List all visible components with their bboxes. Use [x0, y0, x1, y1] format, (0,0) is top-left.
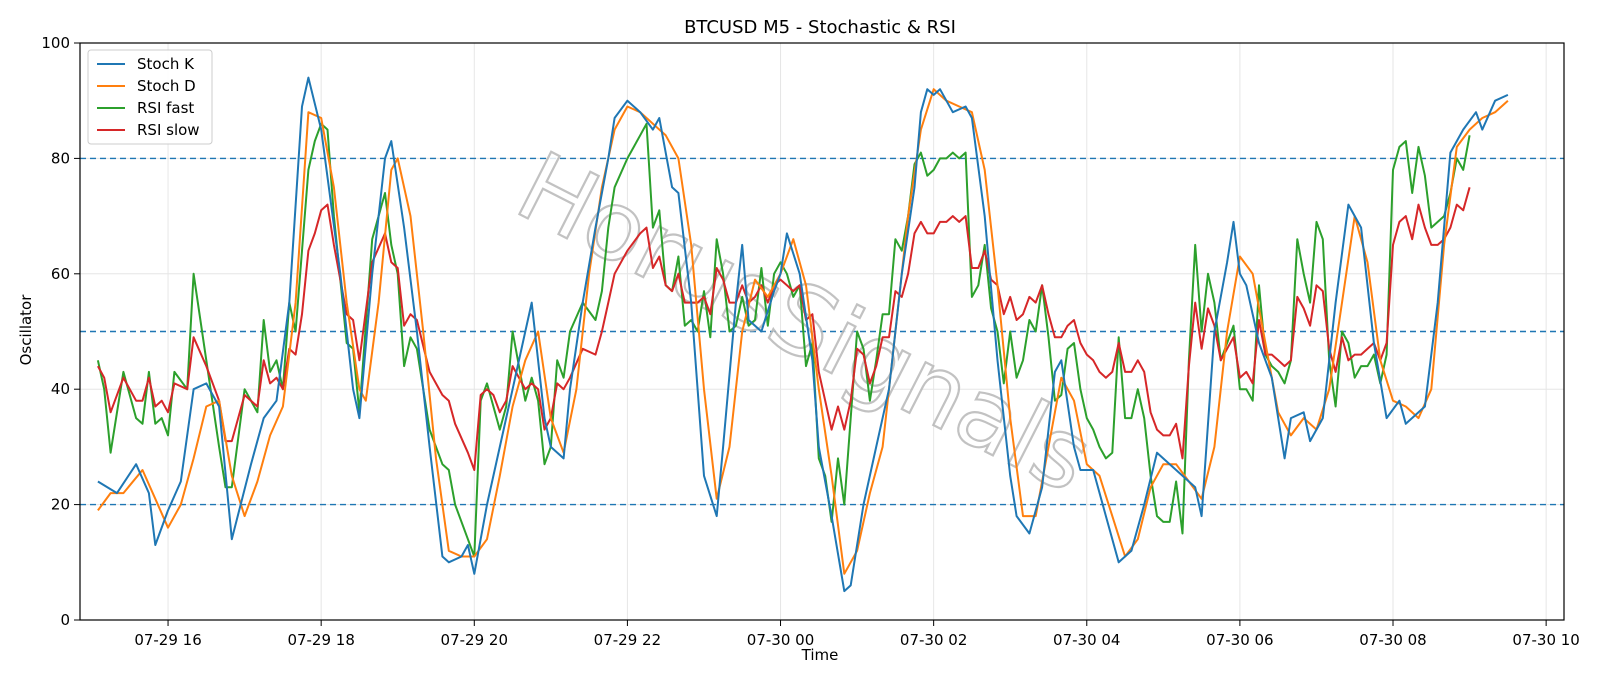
chart-title: BTCUSD M5 - Stochastic & RSI: [684, 17, 956, 38]
x-tick-label: 07-30 02: [900, 631, 967, 649]
legend-label-stoch-k: Stoch K: [137, 55, 195, 73]
y-axis-label: Oscillator: [17, 294, 35, 366]
y-tick-label: 20: [51, 496, 70, 514]
legend-box: [87, 49, 213, 145]
y-tick-label: 0: [60, 611, 70, 629]
x-tick-label: 07-30 00: [747, 631, 814, 649]
x-tick-label: 07-30 04: [1053, 631, 1120, 649]
x-tick-label: 07-30 10: [1512, 631, 1579, 649]
y-tick-label: 80: [51, 149, 70, 167]
y-tick-label: 40: [51, 380, 70, 398]
plot-frame: [79, 42, 1565, 621]
legend-label-rsi-fast: RSI fast: [137, 99, 194, 117]
legend-label-rsi-slow: RSI slow: [137, 121, 200, 139]
axes: 0 20 40 60 80 100 07-29 16 07-29 18 07-29 20 07-2…: [41, 34, 1580, 649]
series-lines: [96, 76, 1509, 593]
y-tick-label: 100: [41, 34, 70, 52]
series-line-rsi-slow: [97, 187, 1471, 471]
x-tick-label: 07-29 16: [134, 631, 201, 649]
x-tick-label: 07-29 18: [287, 631, 354, 649]
series-line-stoch-k: [97, 76, 1509, 593]
x-tick-label: 07-29 22: [594, 631, 661, 649]
legend: Stoch K Stoch D RSI fast RSI slow: [87, 49, 213, 145]
y-tick-label: 60: [51, 265, 70, 283]
series-line-rsi-fast: [96, 122, 1471, 558]
x-tick-label: 07-29 20: [441, 631, 508, 649]
reference-lines: [80, 157, 1564, 506]
x-axis-label: Time: [801, 646, 839, 664]
x-tick-label: 07-30 08: [1359, 631, 1426, 649]
legend-label-stoch-d: Stoch D: [137, 77, 196, 95]
x-tick-label: 07-30 06: [1206, 631, 1273, 649]
